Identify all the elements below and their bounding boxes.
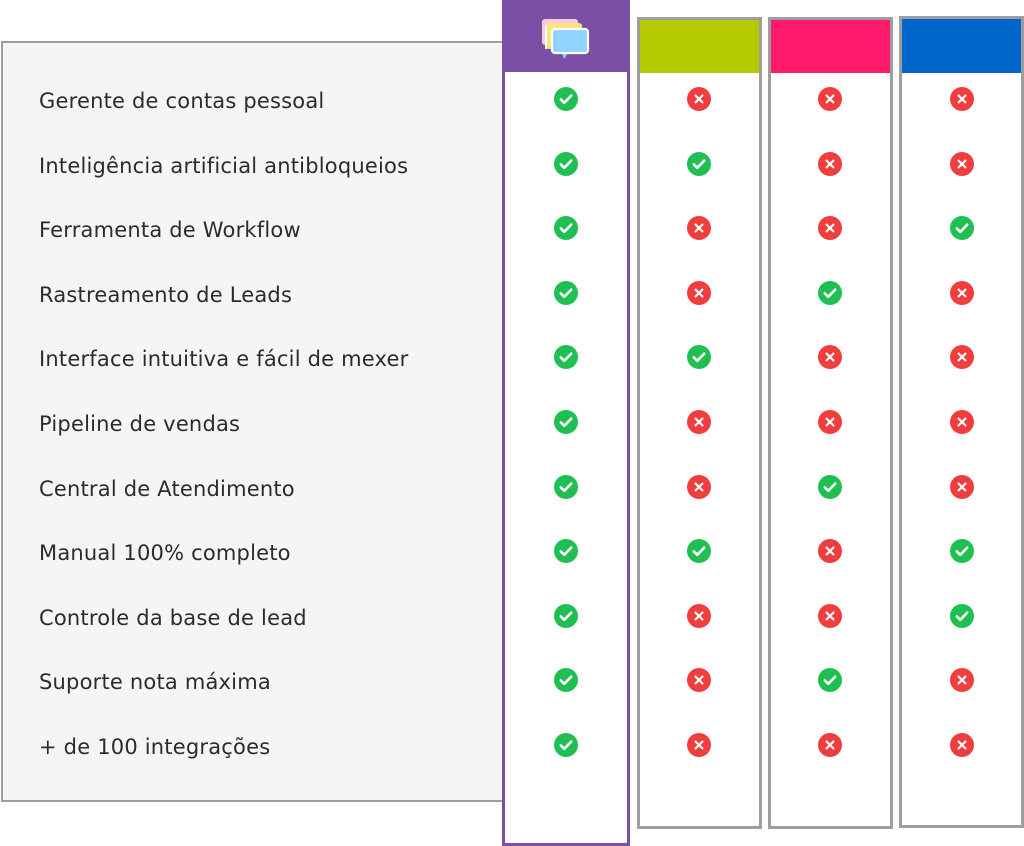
column-header	[505, 3, 627, 72]
feature-label: Gerente de contas pessoal	[39, 89, 325, 113]
cross-icon	[950, 410, 974, 434]
cross-icon	[687, 668, 711, 693]
check-icon	[554, 151, 578, 176]
feature-label: Suporte nota máxima	[39, 670, 271, 695]
check-icon	[554, 216, 578, 241]
column-competitor-green	[637, 17, 762, 829]
check-icon	[554, 280, 578, 305]
check-icon	[554, 539, 578, 564]
check-icon	[554, 410, 578, 434]
column-header	[902, 19, 1021, 73]
cross-icon	[818, 87, 842, 111]
cross-icon	[818, 410, 842, 434]
cross-icon	[818, 603, 842, 628]
features-panel: Gerente de contas pessoal Inteligência ar…	[1, 41, 521, 802]
cross-icon	[950, 733, 974, 757]
column-header	[640, 20, 759, 73]
check-icon	[950, 216, 974, 241]
check-icon	[554, 87, 578, 111]
cross-icon	[687, 280, 711, 305]
cross-icon	[818, 151, 842, 176]
column-header	[771, 20, 890, 73]
check-icon	[687, 151, 711, 176]
check-icon	[554, 474, 578, 499]
cross-icon	[818, 733, 842, 757]
cross-icon	[687, 410, 711, 434]
cross-icon	[950, 151, 974, 176]
check-icon	[950, 603, 974, 628]
feature-label: Rastreamento de Leads	[39, 282, 293, 307]
cross-icon	[950, 280, 974, 305]
cross-icon	[687, 474, 711, 499]
check-icon	[950, 539, 974, 564]
feature-label: Interface intuitiva e fácil de mexer	[39, 347, 409, 372]
check-icon	[818, 668, 842, 693]
check-icon	[687, 345, 711, 370]
chat-bubbles-logo-icon	[538, 13, 594, 67]
feature-label: Controle da base de lead	[39, 605, 307, 630]
check-icon	[554, 733, 578, 757]
cross-icon	[950, 87, 974, 111]
cross-icon	[818, 345, 842, 370]
feature-label: + de 100 integrações	[39, 735, 271, 759]
check-icon	[554, 668, 578, 693]
column-competitor-blue	[899, 16, 1024, 828]
feature-label: Ferramenta de Workflow	[39, 218, 301, 243]
cross-icon	[687, 733, 711, 757]
check-icon	[687, 539, 711, 564]
cross-icon	[818, 539, 842, 564]
feature-label: Central de Atendimento	[39, 476, 295, 501]
check-icon	[818, 474, 842, 499]
check-icon	[554, 603, 578, 628]
cross-icon	[950, 345, 974, 370]
feature-label: Pipeline de vendas	[39, 412, 241, 436]
cross-icon	[818, 216, 842, 241]
cross-icon	[687, 216, 711, 241]
check-icon	[554, 345, 578, 370]
column-competitor-pink	[768, 17, 893, 829]
cross-icon	[950, 668, 974, 693]
cross-icon	[950, 474, 974, 499]
cross-icon	[687, 603, 711, 628]
check-icon	[818, 280, 842, 305]
feature-label: Manual 100% completo	[39, 541, 291, 566]
cross-icon	[687, 87, 711, 111]
feature-label: Inteligência artificial antibloqueios	[39, 153, 409, 178]
column-featured	[502, 0, 630, 846]
